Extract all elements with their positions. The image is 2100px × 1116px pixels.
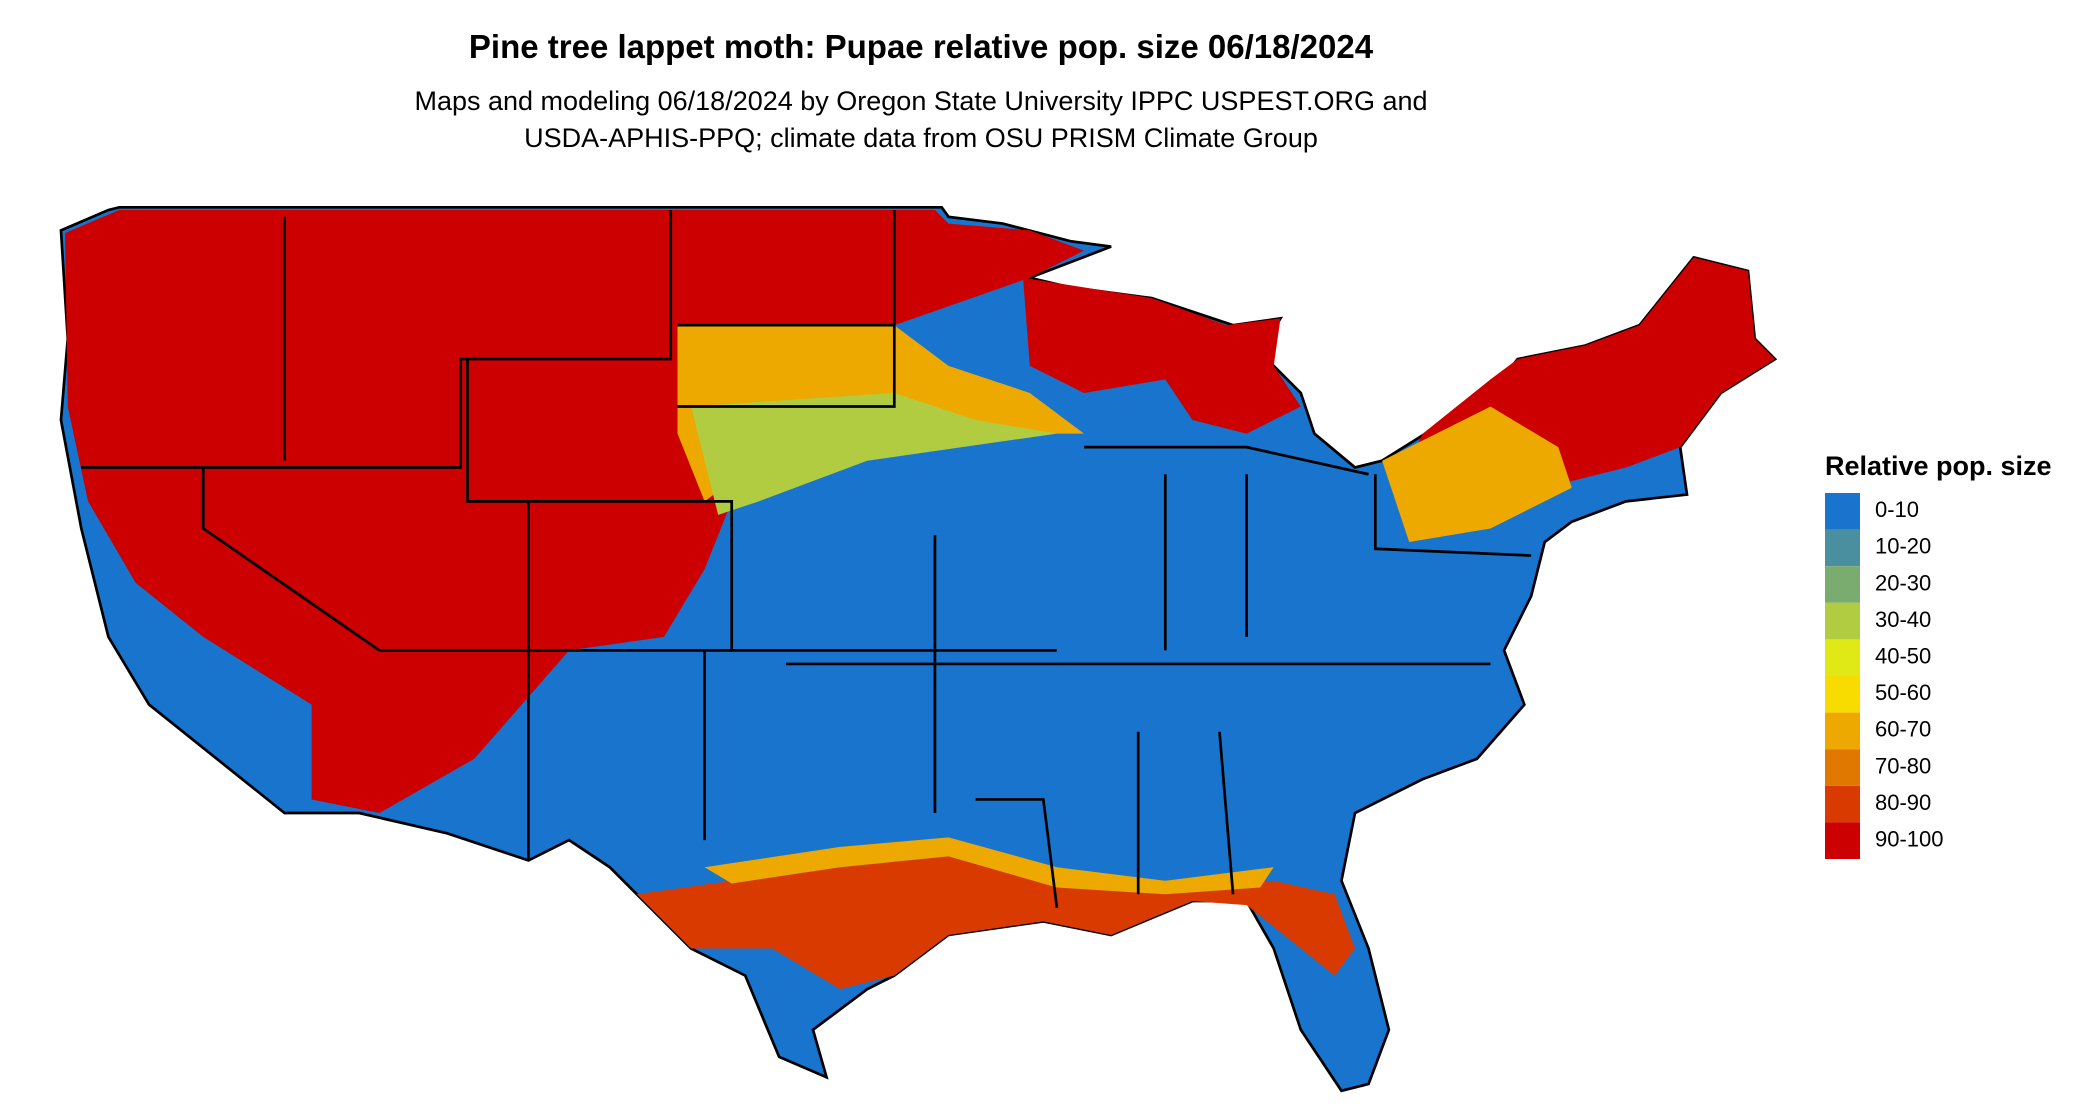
map-title: Pine tree lappet moth: Pupae relative po…: [469, 28, 1374, 65]
subtitle-line: Maps and modeling 06/18/2024 by Oregon S…: [414, 86, 1427, 116]
legend-swatch: [1825, 749, 1860, 786]
legend-label: 30-40: [1875, 607, 1931, 632]
legend-swatch: [1825, 566, 1860, 603]
legend-swatch: [1825, 639, 1860, 676]
legend-label: 60-70: [1875, 717, 1931, 742]
legend-swatch: [1825, 602, 1860, 640]
legend-swatch: [1825, 676, 1860, 713]
legend-label: 0-10: [1875, 497, 1919, 522]
legend-label: 70-80: [1875, 753, 1931, 778]
legend-label: 80-90: [1875, 790, 1931, 815]
high-region: [1023, 277, 1301, 434]
legend-label: 10-20: [1875, 534, 1931, 559]
legend-label: 90-100: [1875, 827, 1944, 852]
map: [59, 205, 1778, 1093]
mid-region: [1382, 406, 1572, 542]
legend-label: 40-50: [1875, 644, 1931, 669]
legend-swatch: [1825, 785, 1860, 823]
subtitle-line: USDA-APHIS-PPQ; climate data from OSU PR…: [524, 123, 1318, 153]
high-region: [65, 210, 1085, 813]
legend-label: 20-30: [1875, 570, 1931, 595]
legend-swatch: [1825, 529, 1860, 567]
legend-swatch: [1825, 822, 1860, 859]
legend-swatch: [1825, 712, 1860, 750]
gulf-region: [636, 853, 1355, 990]
state-borders: [81, 210, 1532, 909]
legend-label: 50-60: [1875, 680, 1931, 705]
legend-swatch: [1825, 493, 1860, 530]
legend-title: Relative pop. size: [1825, 451, 2052, 481]
gulf-band: [704, 837, 1274, 895]
mid-region: [691, 392, 1057, 515]
legend: 0-10 10-20 20-30 30-40 40-50 50-60 60-70 70-80 8…: [1825, 493, 1944, 859]
